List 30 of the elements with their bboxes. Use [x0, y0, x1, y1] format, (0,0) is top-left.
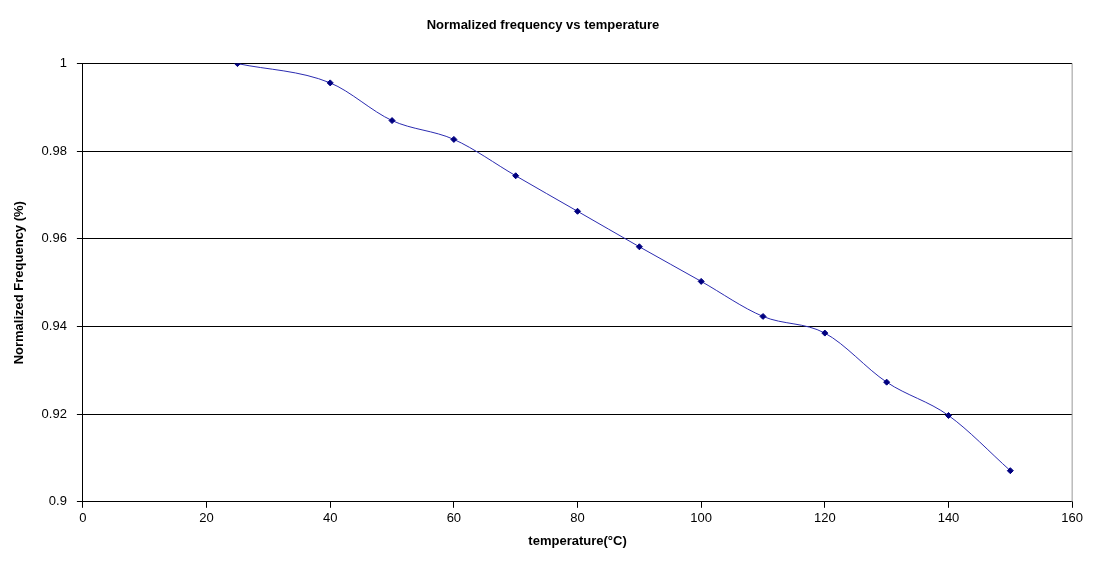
y-tick-label: 0.96 — [41, 230, 67, 246]
y-axis-title: Normalized Frequency (%) — [11, 201, 27, 365]
point — [759, 312, 767, 320]
x-tick-label: 0 — [79, 510, 87, 526]
y-tick-label: 0.94 — [41, 318, 67, 334]
x-axis-title: temperature(°C) — [528, 532, 627, 548]
point — [450, 135, 458, 143]
point — [945, 411, 952, 419]
x-tick-label: 20 — [199, 510, 214, 526]
point — [635, 243, 643, 251]
y-tick-label: 0.9 — [48, 493, 67, 509]
y-tick-label: 0.98 — [41, 142, 67, 158]
point — [574, 207, 582, 215]
point — [388, 117, 396, 125]
point — [512, 172, 520, 180]
chart-title: Normalized frequency vs temperature — [426, 17, 660, 33]
x-tick-label: 120 — [813, 510, 836, 526]
y-tick-label: 0.92 — [41, 405, 67, 421]
point — [697, 277, 705, 285]
x-tick-label: 160 — [1061, 510, 1084, 526]
point — [883, 378, 891, 386]
point — [821, 329, 829, 337]
x-tick-label: 100 — [690, 510, 713, 526]
point — [326, 79, 334, 87]
point — [1006, 467, 1014, 475]
x-tick-label: 80 — [570, 510, 585, 526]
y-tick-label: 1 — [59, 55, 67, 71]
x-tick-label: 60 — [446, 510, 462, 526]
x-tick-label: 140 — [937, 510, 960, 526]
x-tick-label: 40 — [322, 510, 338, 526]
